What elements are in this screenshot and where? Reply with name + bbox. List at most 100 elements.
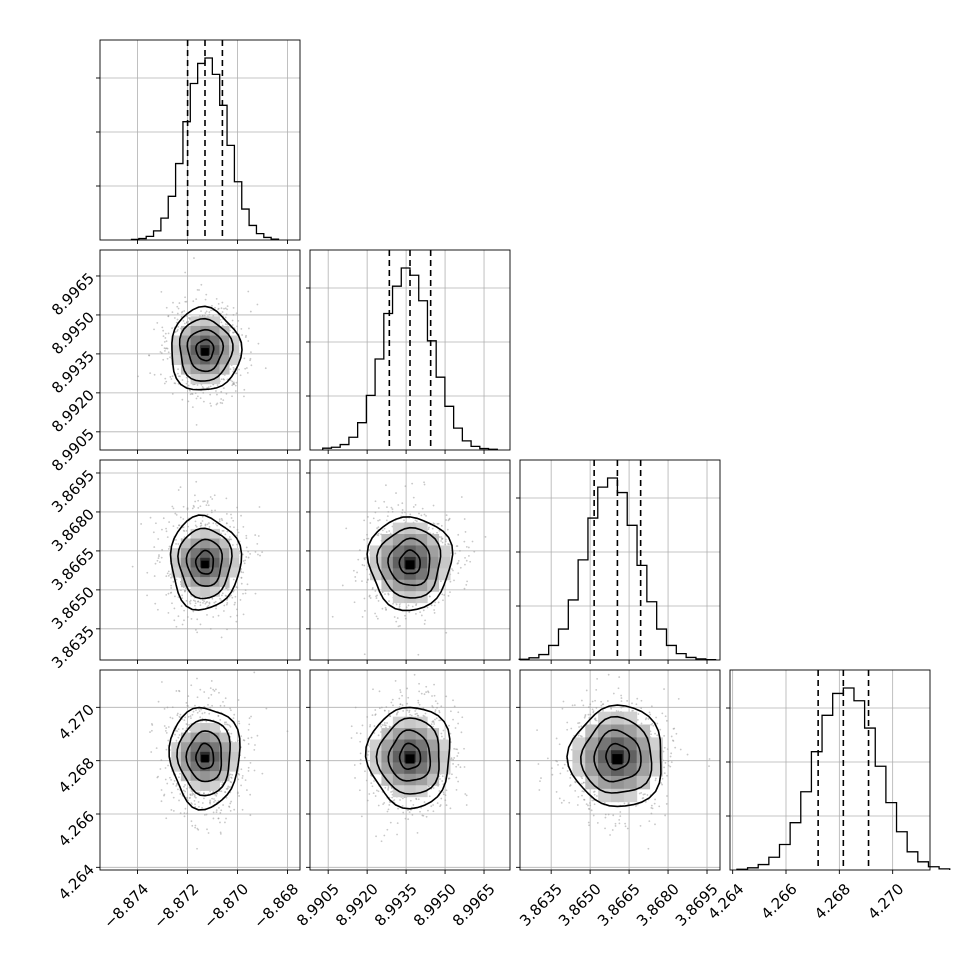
density-cell [415, 785, 428, 798]
scatter-point [165, 748, 168, 751]
scatter-point [187, 715, 190, 718]
density-cell [200, 761, 211, 772]
density-cell [209, 557, 220, 568]
scatter-point [226, 308, 229, 311]
scatter-point [466, 580, 469, 583]
y-tick-label: 8.9950 [48, 308, 98, 358]
scatter-point [612, 814, 615, 817]
scatter-point [228, 536, 231, 538]
scatter-point [186, 508, 189, 511]
scatter-point [244, 367, 247, 370]
scatter-point [396, 822, 399, 825]
scatter-point [153, 373, 156, 376]
scatter-point [636, 718, 639, 721]
scatter-point [247, 729, 250, 731]
scatter-point [219, 831, 222, 834]
scatter-point [194, 704, 196, 707]
scatter-point [215, 811, 218, 814]
density-cell [415, 739, 428, 752]
scatter-point [354, 777, 356, 779]
scatter-point [185, 300, 188, 303]
scatter-point [418, 690, 421, 693]
density-cell [229, 751, 240, 762]
scatter-point [406, 709, 409, 712]
scatter-point [172, 796, 175, 799]
scatter-point [209, 393, 212, 396]
scatter-point [244, 592, 247, 595]
density-cell [370, 568, 382, 581]
scatter-point [408, 811, 411, 814]
scatter-point [244, 779, 247, 781]
scatter-point [438, 790, 441, 792]
scatter-point [209, 799, 211, 802]
scatter-point [381, 591, 384, 594]
scatter-point [196, 288, 199, 291]
scatter-point [443, 737, 445, 740]
scatter-point [590, 809, 593, 812]
density-cell [427, 568, 440, 581]
scatter-point [220, 307, 223, 310]
scatter-point [407, 809, 409, 812]
y-tick-label: 4.268 [55, 754, 98, 797]
density-cell [209, 732, 220, 743]
scatter-point [198, 805, 200, 808]
scatter-point [167, 548, 170, 550]
scatter-point [223, 721, 226, 724]
scatter-point [389, 821, 392, 824]
density-cell [427, 762, 440, 775]
scatter-point [442, 791, 445, 794]
scatter-point [178, 689, 180, 692]
scatter-point [225, 313, 228, 316]
scatter-point [386, 828, 389, 831]
scatter-point [170, 778, 172, 781]
scatter-point [224, 697, 227, 700]
scatter-point [432, 787, 435, 789]
scatter-point [473, 550, 476, 553]
scatter-point [209, 496, 212, 498]
scatter-point [397, 625, 400, 628]
scatter-point [221, 592, 224, 595]
scatter-point [433, 612, 436, 614]
scatter-point [189, 715, 192, 718]
density-cell [229, 548, 240, 559]
y-tick-label: 4.266 [55, 807, 98, 850]
scatter-point [164, 377, 167, 380]
scatter-point [171, 327, 173, 330]
scatter-point [169, 376, 172, 378]
scatter-point [196, 677, 198, 680]
scatter-point [385, 608, 388, 611]
scatter-point [194, 524, 197, 527]
scatter-point [160, 789, 163, 791]
scatter-point [427, 809, 429, 812]
scatter-point [174, 733, 176, 736]
scatter-point [185, 529, 188, 532]
scatter-point [174, 595, 176, 598]
scatter-point [194, 796, 197, 799]
panel-frame [309, 459, 511, 661]
scatter-point [411, 482, 414, 485]
scatter-point [187, 695, 190, 698]
scatter-point [546, 757, 549, 760]
density-cell [404, 568, 417, 581]
scatter-point [160, 800, 163, 803]
scatter-point [440, 705, 443, 708]
scatter-point [185, 787, 188, 790]
scatter-point [440, 580, 442, 583]
scatter-point [434, 700, 437, 703]
scatter-point [220, 532, 222, 535]
scatter-point [183, 310, 186, 312]
scatter-point [399, 689, 402, 691]
scatter-point [163, 347, 166, 350]
scatter-point [226, 530, 229, 533]
scatter-point [182, 518, 185, 520]
scatter-point [213, 494, 216, 497]
scatter-point [207, 504, 210, 507]
contour-line [176, 718, 231, 797]
density-cell [219, 751, 230, 762]
density-cell [427, 739, 440, 752]
scatter-point [185, 382, 188, 385]
scatter-point [453, 705, 456, 708]
scatter-point [440, 735, 443, 738]
density-cell [190, 742, 201, 753]
